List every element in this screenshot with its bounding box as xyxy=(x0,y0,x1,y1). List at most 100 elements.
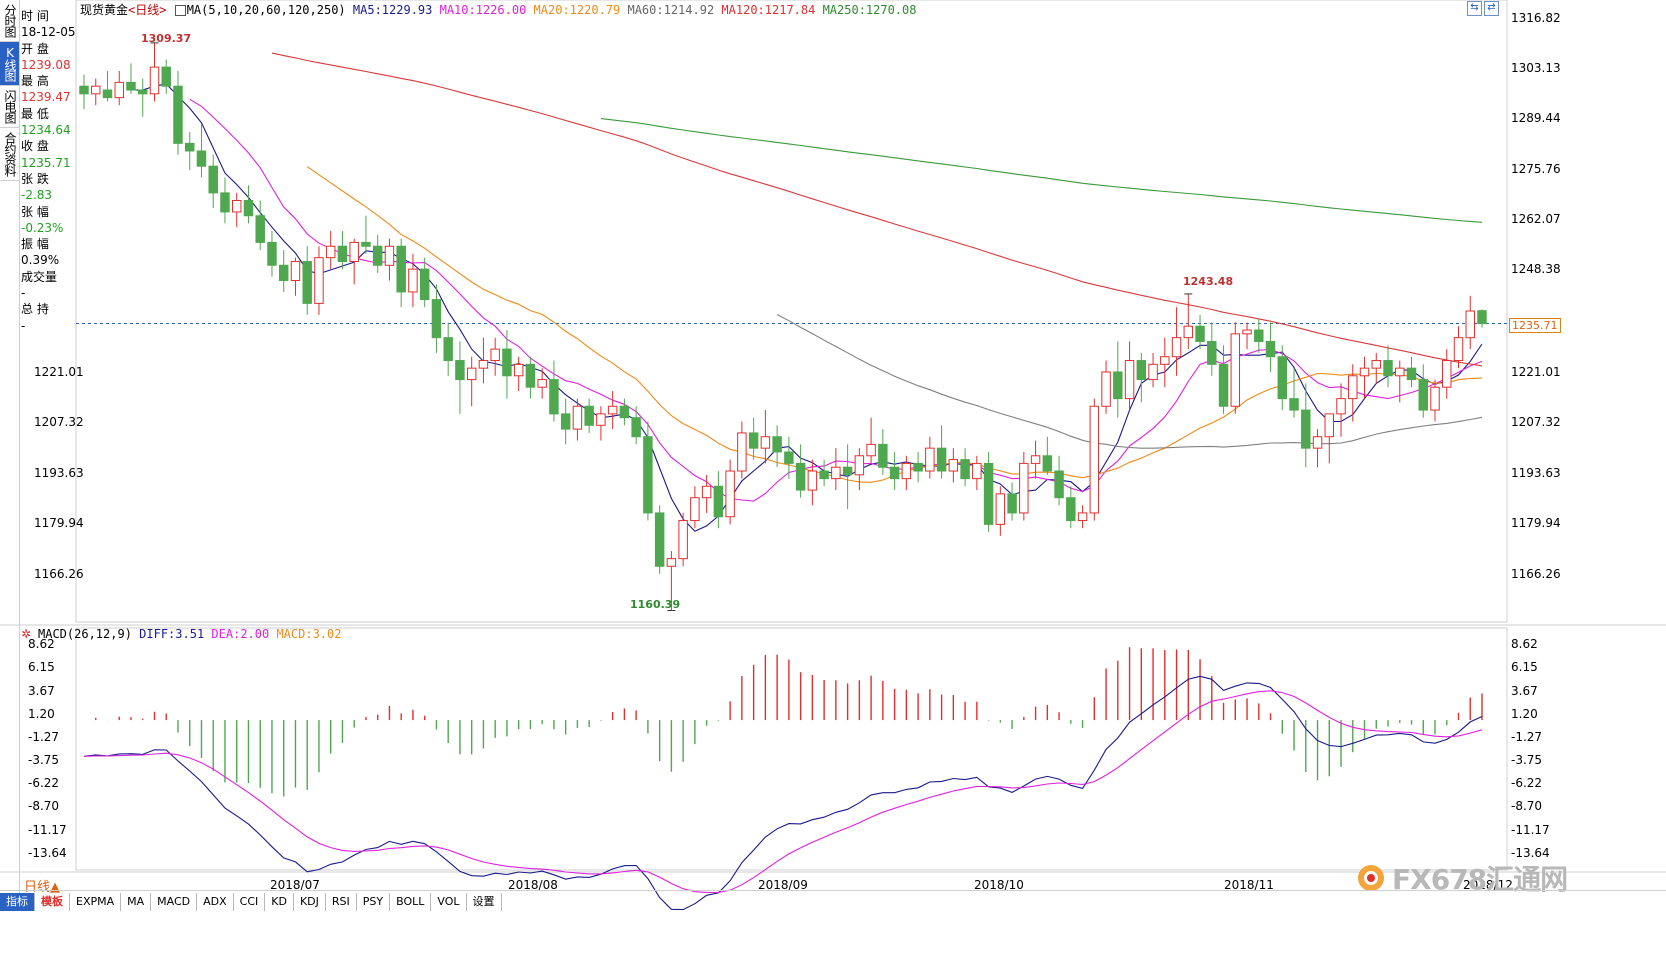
diff-value: DIFF:3.51 xyxy=(139,627,205,641)
ma10-value: MA10:1226.00 xyxy=(439,3,527,17)
candle-body xyxy=(596,413,606,426)
macd-tick: -13.64 xyxy=(1511,846,1550,860)
left-price-tick: 1221.01 xyxy=(34,365,84,379)
candle-body xyxy=(1242,329,1252,335)
macd-settings-icon[interactable]: ✲ xyxy=(21,627,32,641)
tab-adx[interactable]: ADX xyxy=(197,893,234,911)
candle-body xyxy=(231,200,242,213)
ma20-value: MA20:1220.79 xyxy=(533,3,621,17)
candle-body xyxy=(807,470,818,491)
price-tick: 1207.32 xyxy=(1511,415,1561,429)
low-value: 1234.64 xyxy=(21,123,71,138)
candle-body xyxy=(560,413,571,430)
candle-body xyxy=(91,85,101,95)
candle-body xyxy=(1348,375,1358,400)
macd-left-tick: -3.75 xyxy=(28,753,60,767)
candle-body xyxy=(889,466,900,480)
candle-body xyxy=(513,363,524,377)
candle-body xyxy=(913,462,923,472)
zoom-out-icon[interactable]: ⇆ xyxy=(1467,1,1482,16)
candle-body xyxy=(654,512,665,567)
candle-body xyxy=(1183,325,1194,339)
ma60-line xyxy=(776,314,1483,449)
dea-line xyxy=(83,690,1483,894)
candle-body xyxy=(161,66,171,87)
candle-body xyxy=(748,432,759,449)
period-selector[interactable]: 日线▲ xyxy=(24,876,60,895)
price-panel-frame xyxy=(75,0,1508,623)
indicator-tab-strip: 指标 模板 EXPMA MA MACD ADX CCI KD KDJ RSI P… xyxy=(0,893,502,911)
tab-cci[interactable]: CCI xyxy=(233,893,266,911)
date-tick: 2018/09 xyxy=(758,878,808,892)
tab-flash[interactable]: 闪电图 xyxy=(0,86,19,128)
candle-body xyxy=(1148,363,1158,381)
ma-settings-icon[interactable] xyxy=(174,5,186,16)
high-label: 最 高 xyxy=(21,74,49,89)
candle-body xyxy=(960,459,970,480)
tab-psy[interactable]: PSY xyxy=(356,893,391,911)
candle-body xyxy=(760,436,771,449)
tab-contract-info[interactable]: 合约资料 xyxy=(0,128,19,181)
tab-expma[interactable]: EXPMA xyxy=(70,893,122,911)
tab-kdj[interactable]: KDJ xyxy=(293,893,326,911)
tab-indicators[interactable]: 指标 xyxy=(0,893,35,911)
candle-body xyxy=(255,215,265,243)
candle-body xyxy=(549,379,559,415)
candle-body xyxy=(713,485,724,518)
candle-body xyxy=(185,142,195,152)
ma10-line xyxy=(189,98,1483,502)
candle-body xyxy=(795,462,806,491)
macd-left-tick: 1.20 xyxy=(28,707,55,721)
candle-body xyxy=(243,200,254,217)
time-value: 18-12-05 xyxy=(21,25,76,40)
candle-body xyxy=(1195,325,1205,342)
diff-line xyxy=(83,675,1483,910)
tab-vol[interactable]: VOL xyxy=(431,893,467,911)
tab-timeshare[interactable]: 分时图 xyxy=(0,0,19,42)
tab-ma[interactable]: MA xyxy=(121,893,152,911)
last-price-tag: 1235.71 xyxy=(1509,318,1561,333)
tab-macd[interactable]: MACD xyxy=(151,893,198,911)
candle-body xyxy=(278,264,289,282)
candle-body xyxy=(455,360,465,381)
candle-body xyxy=(1312,436,1323,449)
caret-up-icon: ▲ xyxy=(50,880,61,895)
tab-kline[interactable]: K线图 xyxy=(0,42,19,86)
instrument-title: 现货黄金 xyxy=(80,3,129,17)
zoom-in-icon[interactable]: ⇄ xyxy=(1484,1,1499,16)
candle-body xyxy=(1019,462,1029,514)
candle-body xyxy=(1066,497,1076,522)
price-tick: 1303.13 xyxy=(1511,61,1561,75)
tab-kd[interactable]: KD xyxy=(265,893,294,911)
open-label: 开 盘 xyxy=(21,41,49,56)
candle-body xyxy=(725,470,735,518)
candle-body xyxy=(525,363,536,388)
candle-body xyxy=(866,443,876,457)
candle-body xyxy=(631,417,641,438)
candle-body xyxy=(1113,371,1123,400)
left-price-tick: 1193.63 xyxy=(34,466,84,480)
candle-body xyxy=(607,405,618,415)
candle-body xyxy=(878,443,888,468)
tab-boll[interactable]: BOLL xyxy=(390,893,432,911)
candle-body xyxy=(490,348,500,362)
amplitude-label: 振 幅 xyxy=(21,237,49,252)
price-tick: 1248.38 xyxy=(1511,262,1561,276)
macd-left-tick: 6.15 xyxy=(28,660,55,674)
candle-body xyxy=(396,245,406,293)
ma250-line xyxy=(600,118,1483,223)
tab-templates[interactable]: 模板 xyxy=(35,893,70,911)
candle-body xyxy=(854,455,865,476)
tab-rsi[interactable]: RSI xyxy=(325,893,357,911)
candle-body xyxy=(1160,356,1170,365)
candle-body xyxy=(1324,413,1335,438)
open-interest-label: 总 持 xyxy=(21,302,49,317)
low-label-1: 1160.39 xyxy=(630,598,681,611)
ma120-line xyxy=(271,52,1483,367)
bottom-bar xyxy=(0,890,1666,911)
tab-settings[interactable]: 设置 xyxy=(466,893,502,911)
candle-body xyxy=(173,85,183,144)
candle-body xyxy=(1289,398,1299,411)
candle-body xyxy=(1077,512,1088,522)
kline-chart xyxy=(0,0,1666,910)
